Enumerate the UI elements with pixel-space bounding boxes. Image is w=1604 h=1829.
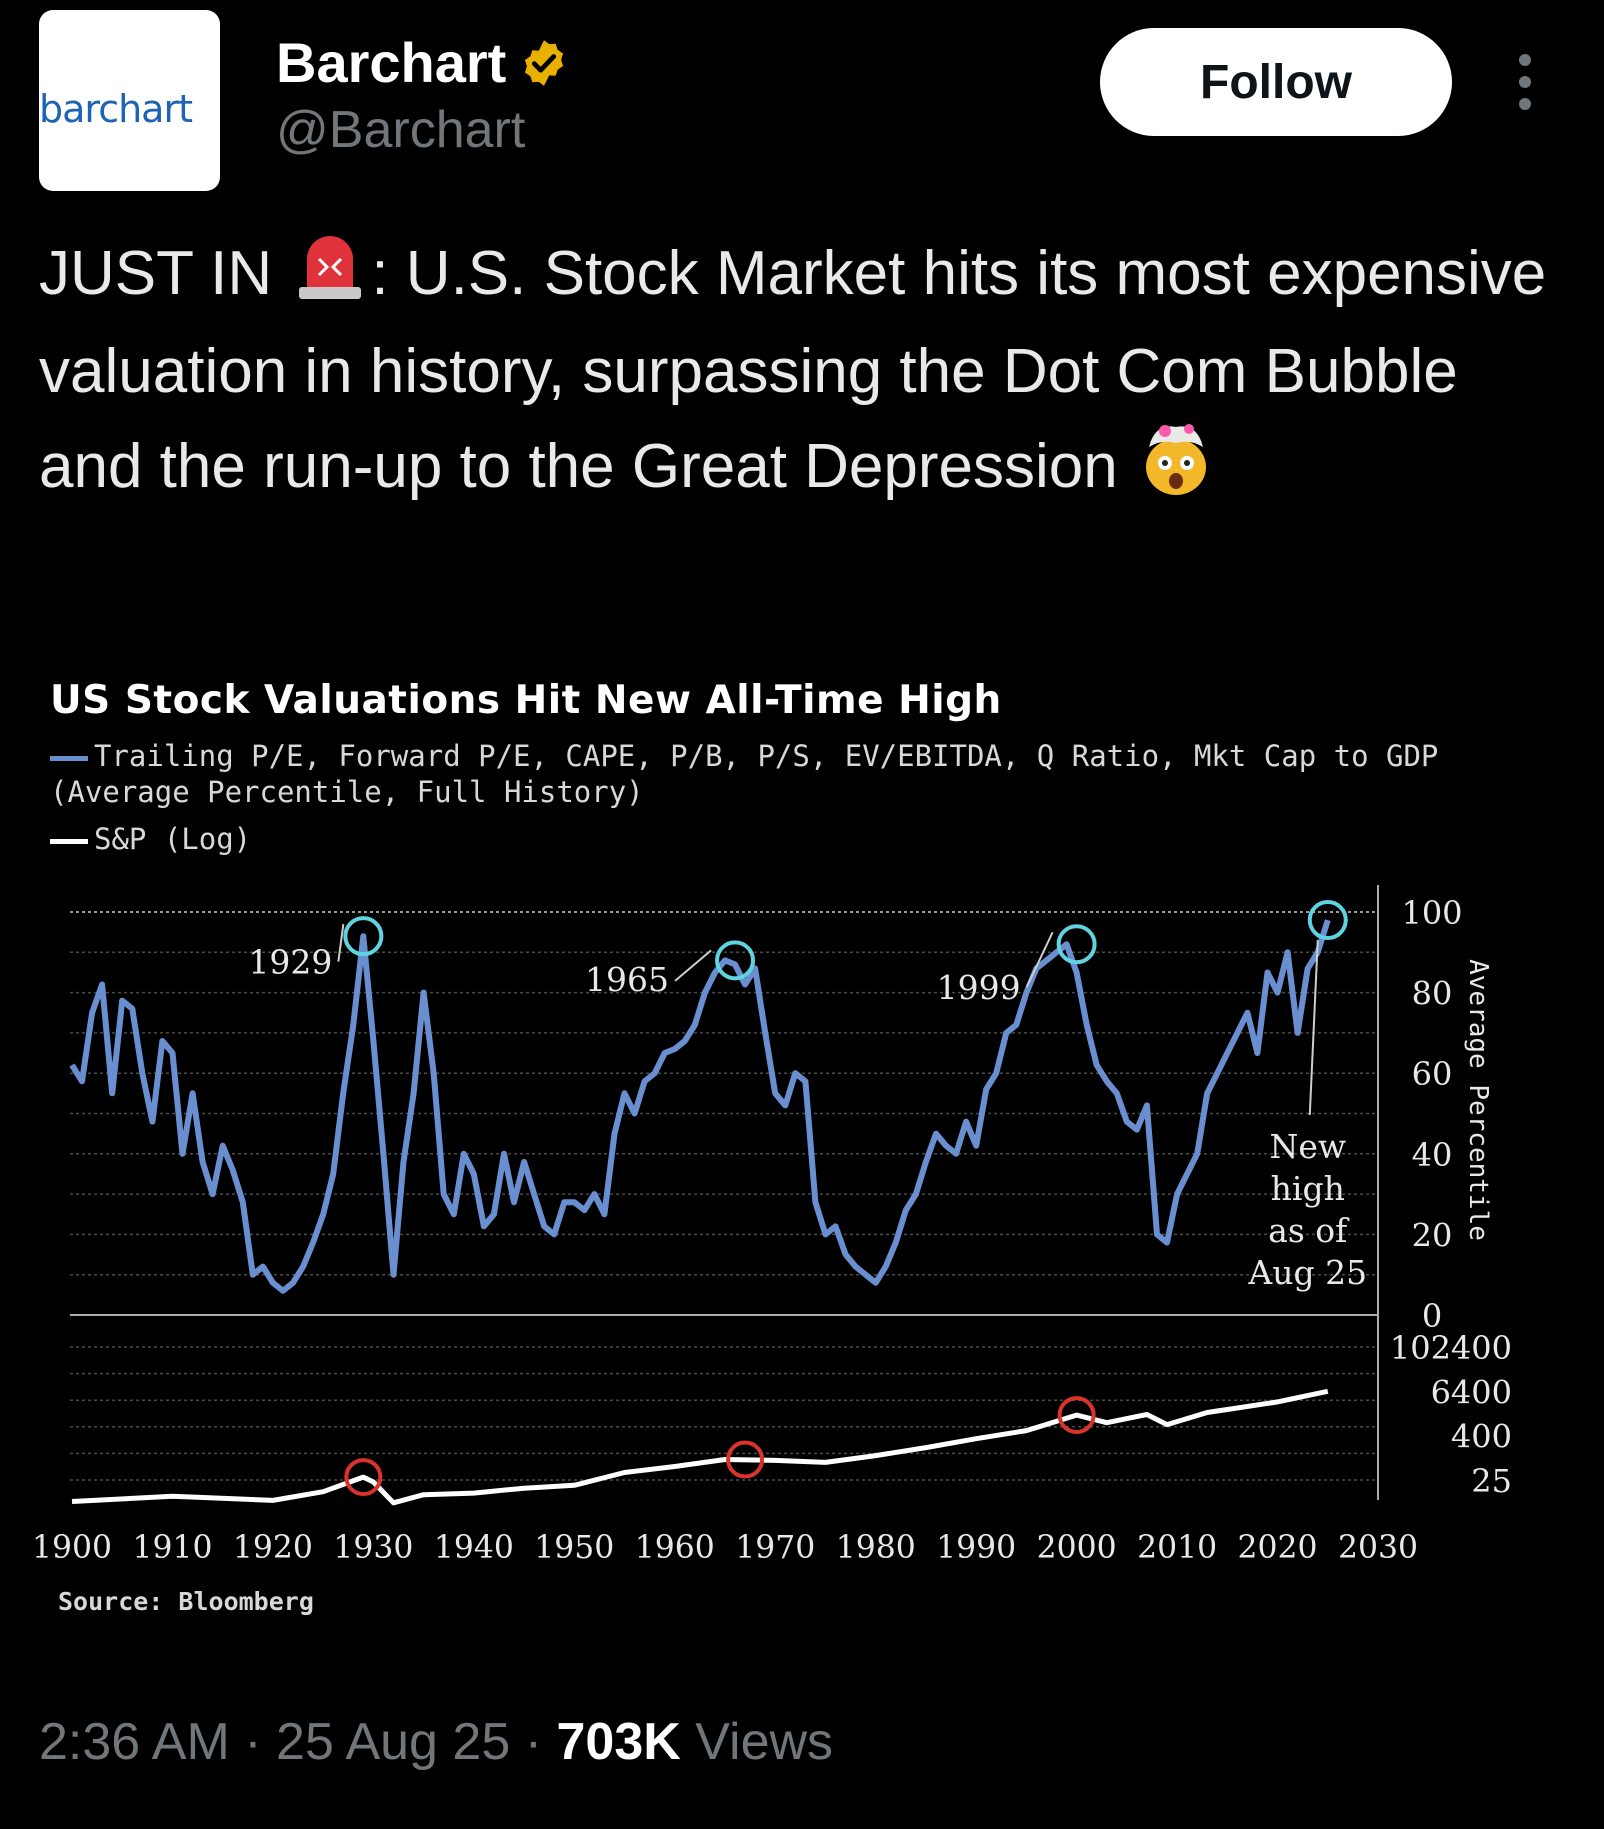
- avatar[interactable]: barchart: [39, 10, 220, 191]
- annotation-label-1929: 1929: [248, 943, 332, 982]
- legend-sp-label: S&P (Log): [94, 822, 252, 856]
- x-tick-label: 1960: [635, 1528, 715, 1566]
- y-tick-label: 6400: [1431, 1373, 1512, 1411]
- meta-separator: ·: [244, 1713, 262, 1771]
- x-tick-label: 1970: [735, 1528, 815, 1566]
- display-name[interactable]: Barchart: [276, 31, 507, 94]
- sp-marker-circle: [726, 1440, 765, 1479]
- y-tick-label: 80: [1412, 975, 1453, 1013]
- y-tick-label: 20: [1412, 1216, 1453, 1254]
- annotation-label-1999: 1999: [937, 968, 1021, 1007]
- x-tick-label: 2010: [1137, 1528, 1217, 1566]
- y-tick-label: 40: [1412, 1136, 1453, 1174]
- x-tick-label: 1900: [32, 1528, 112, 1566]
- x-tick-label: 2020: [1238, 1528, 1318, 1566]
- peak-highlight-circle: [343, 916, 384, 957]
- annotation-new-high-line: as of: [1268, 1211, 1350, 1250]
- y-tick-label: 60: [1412, 1055, 1453, 1093]
- follow-button[interactable]: Follow: [1100, 28, 1452, 136]
- peak-highlight-circle: [1307, 900, 1348, 941]
- y-tick-label: 100: [1401, 894, 1462, 932]
- legend-valuation-label: Trailing P/E, Forward P/E, CAPE, P/B, P/…: [50, 739, 1439, 809]
- sp-marker-circle: [344, 1458, 383, 1497]
- x-tick-label: 1930: [333, 1528, 413, 1566]
- x-tick-label: 2000: [1037, 1528, 1117, 1566]
- annotation-new-high-line: Aug 25: [1247, 1253, 1367, 1292]
- x-tick-label: 1940: [434, 1528, 514, 1566]
- legend-valuation: Trailing P/E, Forward P/E, CAPE, P/B, P/…: [50, 738, 1450, 810]
- sp-series-line: [71, 1388, 1329, 1506]
- tweet-text: JUST IN : U.S. Stock Market hits its mos…: [39, 228, 1569, 524]
- valuation-series-line: [69, 919, 1331, 1294]
- annotation-leader-line: [1025, 931, 1054, 988]
- tweet-time[interactable]: 2:36 AM: [39, 1713, 230, 1771]
- annotation-new-high-line: New: [1269, 1127, 1346, 1166]
- chart-source: Source: Bloomberg: [58, 1587, 314, 1616]
- y-tick-label: 102400: [1390, 1329, 1512, 1367]
- peak-highlight-circle: [1056, 924, 1097, 965]
- x-tick-label: 2030: [1338, 1528, 1418, 1566]
- exploding-head-emoji-icon: [1135, 417, 1217, 524]
- y-tick-label: 0: [1422, 1297, 1442, 1335]
- tweet-body: : U.S. Stock Market hits its most expens…: [39, 239, 1547, 501]
- sp-marker-circle: [1057, 1396, 1096, 1435]
- peak-highlight-circle: [715, 940, 756, 981]
- x-tick-label: 1910: [132, 1528, 212, 1566]
- tweet-meta: 2:36 AM · 25 Aug 25 · 703K Views: [39, 1712, 833, 1772]
- annotation-leader-line: [1308, 940, 1319, 1116]
- author-handle[interactable]: @Barchart: [276, 101, 526, 159]
- y-axis-title: Average Percentile: [1463, 959, 1493, 1241]
- x-tick-label: 1950: [534, 1528, 614, 1566]
- verified-badge-icon: [525, 39, 564, 86]
- x-tick-label: 1980: [836, 1528, 916, 1566]
- meta-separator: ·: [524, 1713, 543, 1771]
- annotation-new-high-line: high: [1271, 1169, 1345, 1208]
- views-label: Views: [695, 1713, 834, 1771]
- views-count: 703K: [556, 1713, 681, 1771]
- y-tick-label: 25: [1471, 1462, 1512, 1500]
- more-vertical-icon[interactable]: [1505, 52, 1545, 112]
- x-tick-label: 1990: [936, 1528, 1016, 1566]
- legend-swatch-white: [50, 838, 88, 844]
- annotation-label-1965: 1965: [585, 960, 669, 999]
- tweet-prefix: JUST IN: [39, 239, 273, 308]
- x-tick-label: 1920: [233, 1528, 313, 1566]
- legend-swatch-blue: [50, 755, 88, 761]
- annotation-leader-line: [674, 949, 712, 982]
- legend-sp: S&P (Log): [50, 822, 251, 856]
- tweet-date[interactable]: 25 Aug 25: [276, 1713, 511, 1771]
- author-name-row: Barchart: [276, 30, 570, 95]
- chart-title: US Stock Valuations Hit New All-Time Hig…: [50, 678, 1002, 723]
- siren-emoji-icon: [289, 229, 371, 326]
- avatar-logo-text: barchart: [39, 87, 193, 131]
- y-tick-label: 400: [1451, 1418, 1512, 1456]
- annotation-leader-line: [337, 924, 345, 962]
